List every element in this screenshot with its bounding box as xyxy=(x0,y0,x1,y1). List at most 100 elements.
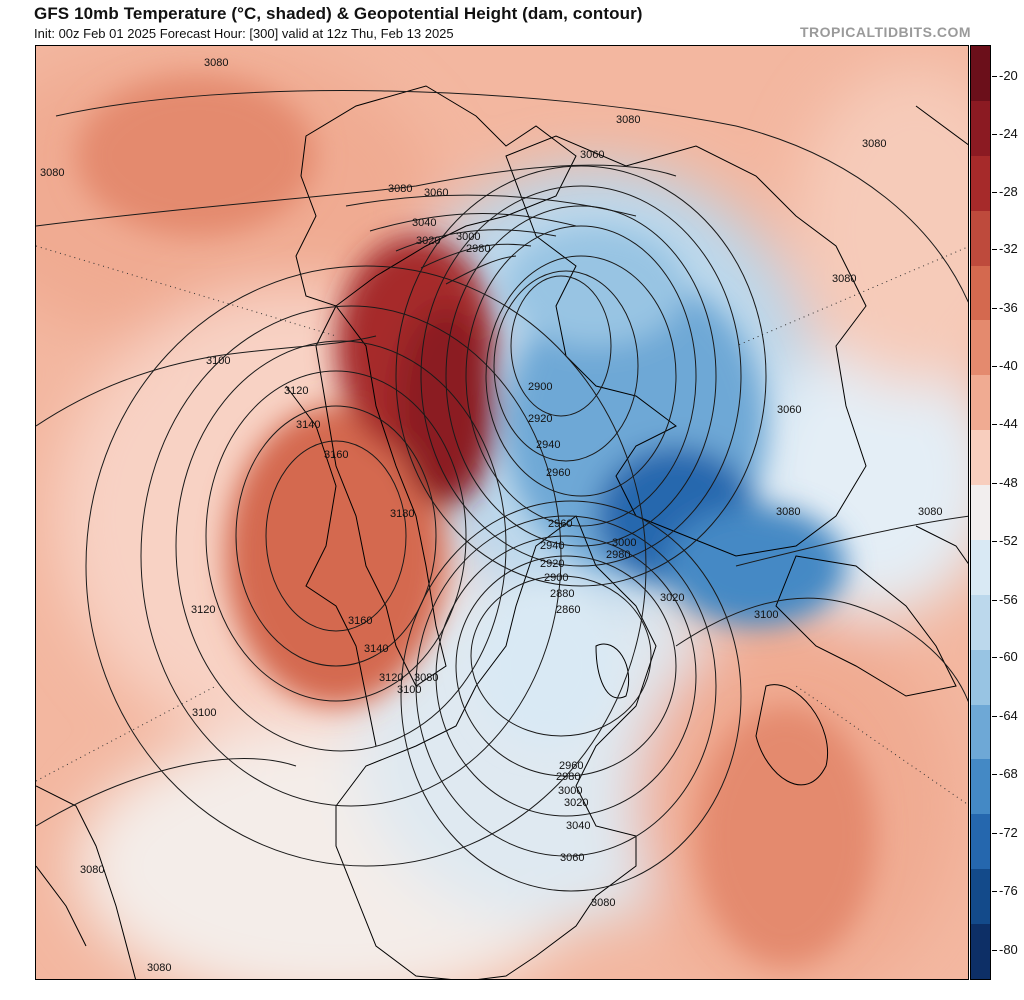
colorbar-segment xyxy=(971,704,990,760)
colorbar-segment xyxy=(971,649,990,706)
colorbar-segment xyxy=(971,265,990,321)
height-contours xyxy=(36,90,968,892)
label-3100-atlantic: 3100 xyxy=(754,609,778,621)
colorbar-tick xyxy=(992,716,997,717)
label-3080-europe: 3080 xyxy=(776,506,800,518)
colorbar-tick xyxy=(992,950,997,951)
label-2980: 2980 xyxy=(466,243,490,255)
colorbar-label: -36 xyxy=(999,300,1018,315)
label-3020-us: 3020 xyxy=(564,797,588,809)
colorbar-label: -68 xyxy=(999,766,1018,781)
colorbar-segment xyxy=(971,594,990,651)
label-3100-south: 3100 xyxy=(192,707,216,719)
colorbar-segment xyxy=(971,46,990,102)
label-2960-canada: 2960 xyxy=(548,518,572,530)
map-panel: 3080 3080 3080 3060 3080 3080 3080 3060 3040 3020… xyxy=(35,45,969,980)
colorbar-tick xyxy=(992,483,997,484)
label-3180: 3180 xyxy=(390,508,414,520)
colorbar-label: -80 xyxy=(999,942,1018,957)
colorbar-tick xyxy=(992,366,997,367)
label-3080-west: 3080 xyxy=(40,167,64,179)
colorbar-label: -60 xyxy=(999,649,1018,664)
colorbar-label: -56 xyxy=(999,592,1018,607)
contour-label-layer: 3080 3080 3080 3060 3080 3080 3080 3060 3040 3020… xyxy=(40,57,942,974)
label-3080-alaska: 3080 xyxy=(388,183,412,195)
colorbar-label: -28 xyxy=(999,184,1018,199)
label-3080-east: 3080 xyxy=(918,506,942,518)
label-2900-pole: 2900 xyxy=(528,381,552,393)
colorbar xyxy=(970,45,991,980)
label-3080-gulf: 3080 xyxy=(591,897,615,909)
colorbar-segment xyxy=(971,210,990,267)
colorbar-tick xyxy=(992,891,997,892)
label-3120-coast: 3120 xyxy=(379,672,403,684)
label-2860-canada: 2860 xyxy=(556,604,580,616)
colorbar-tick xyxy=(992,774,997,775)
chart-subtitle: Init: 00z Feb 01 2025 Forecast Hour: [30… xyxy=(34,26,454,41)
label-2900-canada: 2900 xyxy=(544,572,568,584)
label-3060-alaska: 3060 xyxy=(424,187,448,199)
label-3020-atlantic: 3020 xyxy=(660,592,684,604)
colorbar-tick xyxy=(992,76,997,77)
label-3100-pacific: 3100 xyxy=(206,355,230,367)
colorbar-label: -52 xyxy=(999,533,1018,548)
chart-title: GFS 10mb Temperature (°C, shaded) & Geop… xyxy=(34,4,643,23)
graticule xyxy=(36,245,968,806)
label-2920-pole: 2920 xyxy=(528,413,552,425)
colorbar-tick xyxy=(992,192,997,193)
label-3080-ne: 3080 xyxy=(862,138,886,150)
colorbar-segment xyxy=(971,100,990,157)
label-3020: 3020 xyxy=(416,235,440,247)
label-3000-us: 3000 xyxy=(558,785,582,797)
label-3080-coast: 3080 xyxy=(414,672,438,684)
label-2980-us: 2980 xyxy=(556,771,580,783)
colorbar-segment xyxy=(971,320,990,376)
label-3120-pacific: 3120 xyxy=(284,385,308,397)
colorbar-tick xyxy=(992,657,997,658)
colorbar-tick xyxy=(992,134,997,135)
colorbar-segment xyxy=(971,759,990,815)
label-3040-us: 3040 xyxy=(566,820,590,832)
colorbar-segment xyxy=(971,869,990,925)
label-3140-sw: 3140 xyxy=(364,643,388,655)
colorbar-segment xyxy=(971,924,990,980)
label-2940-canada: 2940 xyxy=(540,540,564,552)
label-3120-sw: 3120 xyxy=(191,604,215,616)
label-3000: 3000 xyxy=(456,231,480,243)
label-2960-us: 2960 xyxy=(559,760,583,772)
label-3140-pacific: 3140 xyxy=(296,419,320,431)
label-3040: 3040 xyxy=(412,217,436,229)
brand-watermark: TROPICALTIDBITS.COM xyxy=(799,24,971,40)
colorbar-segment xyxy=(971,814,990,870)
colorbar-label: -44 xyxy=(999,416,1018,431)
label-3160-pacific: 3160 xyxy=(324,449,348,461)
colorbar-segment xyxy=(971,430,990,486)
label-3080-nw: 3080 xyxy=(204,57,228,69)
label-3080-north: 3080 xyxy=(616,114,640,126)
colorbar-segment xyxy=(971,155,990,212)
label-3160-sw: 3160 xyxy=(348,615,372,627)
colorbar-tick xyxy=(992,249,997,250)
colorbar-label: -20 xyxy=(999,68,1018,83)
colorbar-label: -24 xyxy=(999,126,1018,141)
label-3080-siberia: 3080 xyxy=(832,273,856,285)
label-3080-bottom: 3080 xyxy=(147,962,171,974)
colorbar-label: -76 xyxy=(999,883,1018,898)
colorbar-label: -40 xyxy=(999,358,1018,373)
colorbar-tick xyxy=(992,308,997,309)
label-3000-greenland: 3000 xyxy=(612,537,636,549)
colorbar-segment xyxy=(971,539,990,596)
label-2880-canada: 2880 xyxy=(550,588,574,600)
colorbar-label: -72 xyxy=(999,825,1018,840)
colorbar-segment xyxy=(971,375,990,431)
colorbar-tick xyxy=(992,424,997,425)
label-3060-russia: 3060 xyxy=(777,404,801,416)
label-2980-canada: 2980 xyxy=(606,549,630,561)
label-2920-canada: 2920 xyxy=(540,558,564,570)
label-2940-pole: 2940 xyxy=(536,439,560,451)
colorbar-tick xyxy=(992,600,997,601)
colorbar-tick xyxy=(992,541,997,542)
label-3060-north: 3060 xyxy=(580,149,604,161)
label-3080-sw: 3080 xyxy=(80,864,104,876)
colorbar-label: -32 xyxy=(999,241,1018,256)
